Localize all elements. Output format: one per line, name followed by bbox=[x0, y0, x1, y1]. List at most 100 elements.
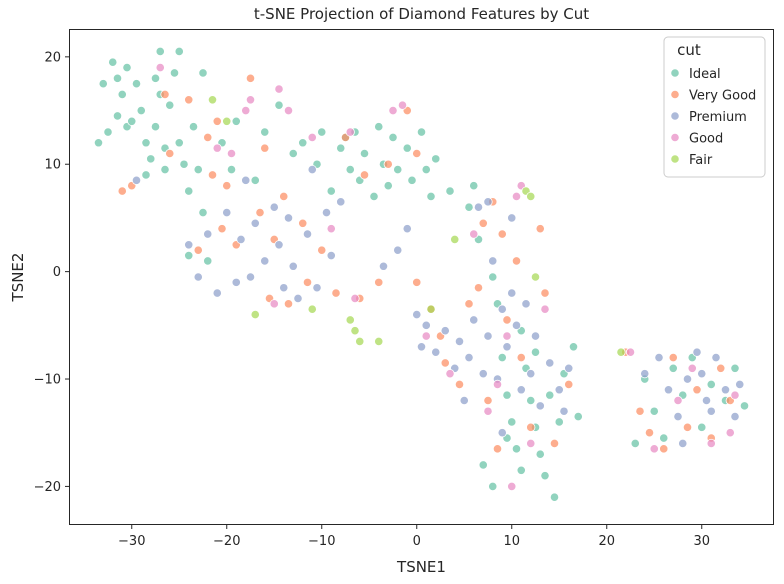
point-very-good bbox=[464, 299, 474, 309]
point-ideal bbox=[179, 159, 189, 169]
point-premium bbox=[735, 379, 745, 389]
y-axis-label: TSNE2 bbox=[9, 253, 27, 303]
point-premium bbox=[535, 401, 545, 411]
point-fair bbox=[350, 326, 360, 336]
point-premium bbox=[454, 336, 465, 347]
point-premium bbox=[654, 352, 664, 363]
point-good bbox=[445, 369, 455, 379]
point-ideal bbox=[174, 46, 184, 57]
point-good bbox=[526, 438, 536, 449]
point-premium bbox=[497, 428, 507, 438]
point-very-good bbox=[497, 229, 507, 239]
point-very-good bbox=[483, 395, 493, 406]
point-ideal bbox=[697, 422, 707, 432]
point-ideal bbox=[488, 481, 498, 492]
point-ideal bbox=[231, 116, 241, 126]
point-ideal bbox=[426, 191, 436, 202]
point-ideal bbox=[659, 433, 669, 443]
x-tick-label: 20 bbox=[598, 534, 615, 549]
point-ideal bbox=[402, 143, 412, 153]
point-premium bbox=[293, 293, 303, 304]
point-very-good bbox=[212, 116, 222, 126]
point-premium bbox=[526, 369, 536, 379]
point-good bbox=[511, 191, 522, 202]
point-very-good bbox=[492, 444, 503, 454]
point-premium bbox=[269, 202, 279, 212]
point-ideal bbox=[730, 363, 740, 373]
point-ideal bbox=[326, 186, 336, 196]
y-tick-label: 20 bbox=[44, 50, 61, 65]
legend-label-fair: Fair bbox=[689, 153, 713, 168]
point-ideal bbox=[169, 68, 180, 78]
point-ideal bbox=[131, 79, 142, 89]
point-premium bbox=[559, 406, 569, 416]
point-ideal bbox=[155, 46, 165, 57]
point-very-good bbox=[255, 207, 265, 218]
point-ideal bbox=[374, 122, 384, 132]
point-premium bbox=[706, 406, 716, 416]
point-ideal bbox=[497, 352, 507, 363]
x-tick-label: 30 bbox=[693, 534, 710, 549]
point-very-good bbox=[207, 170, 218, 180]
point-ideal bbox=[516, 465, 526, 475]
x-axis-label: TSNE1 bbox=[396, 558, 446, 576]
point-premium bbox=[241, 175, 251, 185]
point-very-good bbox=[635, 406, 645, 416]
point-fair bbox=[222, 116, 232, 126]
point-good bbox=[469, 229, 479, 239]
point-ideal bbox=[108, 57, 118, 67]
point-premium bbox=[321, 207, 332, 218]
point-premium bbox=[640, 369, 650, 379]
point-premium bbox=[673, 412, 683, 422]
point-ideal bbox=[345, 165, 355, 175]
legend-label-premium: Premium bbox=[689, 110, 747, 125]
point-very-good bbox=[165, 148, 175, 159]
point-premium bbox=[131, 175, 142, 185]
point-ideal bbox=[530, 347, 541, 357]
point-premium bbox=[274, 240, 284, 250]
point-ideal bbox=[739, 401, 750, 411]
point-very-good bbox=[549, 438, 560, 449]
point-premium bbox=[483, 197, 493, 207]
legend-label-very-good: Very Good bbox=[689, 89, 756, 104]
point-good bbox=[421, 331, 431, 341]
point-premium bbox=[283, 213, 294, 223]
point-ideal bbox=[150, 122, 161, 132]
point-fair bbox=[307, 304, 317, 314]
point-premium bbox=[502, 342, 512, 352]
point-premium bbox=[511, 320, 522, 330]
point-premium bbox=[469, 315, 479, 325]
point-very-good bbox=[283, 299, 294, 309]
point-very-good bbox=[245, 73, 256, 83]
legend: cut Ideal Very Good Premium Good Fair bbox=[663, 36, 766, 178]
point-ideal bbox=[93, 138, 104, 148]
point-very-good bbox=[502, 315, 512, 325]
point-ideal bbox=[421, 165, 431, 175]
point-premium bbox=[507, 213, 517, 223]
point-good bbox=[706, 438, 716, 449]
point-ideal bbox=[336, 143, 346, 153]
point-ideal bbox=[383, 181, 393, 191]
point-premium bbox=[720, 385, 731, 395]
point-fair bbox=[616, 347, 626, 357]
legend-label-good: Good bbox=[689, 132, 723, 147]
point-premium bbox=[711, 352, 721, 363]
point-premium bbox=[222, 207, 232, 218]
point-very-good bbox=[359, 170, 370, 180]
point-very-good bbox=[331, 288, 341, 298]
point-premium bbox=[412, 309, 422, 320]
point-premium bbox=[203, 229, 213, 239]
point-ideal bbox=[573, 412, 583, 422]
point-ideal bbox=[540, 471, 550, 481]
point-premium bbox=[184, 240, 194, 250]
point-very-good bbox=[535, 224, 545, 234]
point-ideal bbox=[226, 165, 237, 175]
point-very-good bbox=[160, 89, 170, 100]
y-tick-label: 10 bbox=[44, 158, 61, 173]
point-very-good bbox=[511, 256, 522, 266]
point-very-good bbox=[454, 379, 465, 389]
point-very-good bbox=[184, 95, 194, 105]
point-ideal bbox=[526, 395, 536, 406]
